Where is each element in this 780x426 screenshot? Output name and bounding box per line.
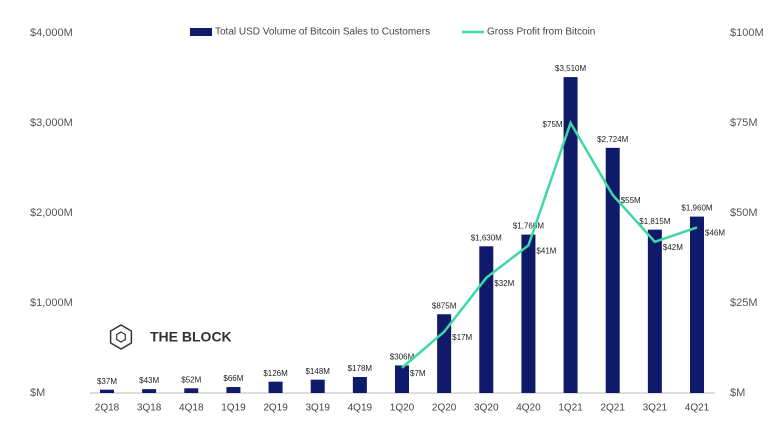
bar-value-label: $126M [263,369,288,378]
x-tick-label: 3Q19 [305,403,330,414]
x-tick-label: 4Q21 [685,403,710,414]
bar-value-label: $2,724M [597,135,628,144]
y2-tick-label: $M [730,387,745,399]
bar-value-label: $52M [181,375,201,384]
bar [100,389,114,393]
watermark-logo [109,324,133,350]
bar-value-label: $1,630M [471,233,502,242]
bar [310,379,325,393]
x-tick-label: 3Q20 [474,403,499,414]
bar-value-label: $43M [139,376,159,385]
watermark: THE BLOCK [150,329,232,345]
bar [184,388,199,393]
bar-value-label: $178M [348,364,373,373]
line-value-label: $32M [494,279,514,288]
line-value-label: $42M [663,243,683,252]
bar [647,229,662,393]
bar [395,365,409,393]
bar [690,216,704,393]
x-tick-label: 3Q18 [137,403,162,414]
bar-value-label: $66M [223,374,243,383]
bar-value-label: $1,815M [639,217,670,226]
y-tick-label: $M [30,387,45,399]
bar [605,147,620,393]
line-value-label: $46M [705,229,725,238]
x-tick-label: 3Q21 [643,403,668,414]
x-tick-label: 4Q19 [348,403,373,414]
bar [479,246,494,393]
bar-value-label: $306M [390,353,415,362]
line-value-label: $7M [410,369,426,378]
x-tick-label: 4Q18 [179,403,204,414]
legend-label: Gross Profit from Bitcoin [487,27,595,38]
x-tick-label: 2Q21 [600,403,625,414]
bar [226,387,241,393]
line-value-label: $41M [536,247,556,256]
bar [142,389,157,393]
x-tick-label: 1Q20 [390,403,415,414]
y2-tick-label: $25M [730,297,758,309]
line [401,120,698,369]
bar [563,77,578,393]
line-value-label: $17M [452,333,472,342]
y2-tick-label: $50M [730,207,758,219]
bar-value-label: $37M [97,377,117,386]
y2-tick-label: $75M [730,117,758,129]
legend-label: Total USD Volume of Bitcoin Sales to Cus… [215,27,430,38]
bar [352,376,367,393]
x-tick-label: 1Q19 [221,403,246,414]
x-tick-label: 2Q18 [95,403,120,414]
bar-value-label: $875M [432,301,457,310]
bar [521,234,536,393]
x-tick-label: 2Q19 [263,403,288,414]
y-tick-label: $4,000M [30,27,73,39]
x-tick-label: 1Q21 [558,403,583,414]
bar-value-label: $148M [305,367,330,376]
bar-value-label: $3,510M [555,64,586,73]
bar-value-label: $1,960M [681,204,712,213]
y-tick-label: $1,000M [30,297,73,309]
x-tick-label: 4Q20 [516,403,541,414]
y-tick-label: $3,000M [30,117,73,129]
line-value-label: $75M [543,120,563,129]
x-tick-label: 2Q20 [432,403,457,414]
bar-value-label: $1,760M [513,222,544,231]
y-tick-label: $2,000M [30,207,73,219]
legend-swatch [190,28,212,36]
y2-tick-label: $100M [730,27,764,39]
bar [268,381,283,393]
line-value-label: $55M [621,196,641,205]
